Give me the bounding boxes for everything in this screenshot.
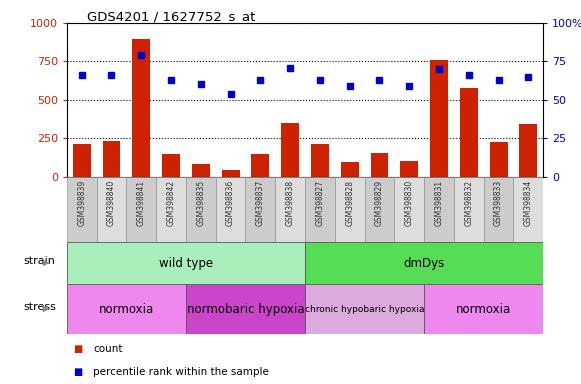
Text: GSM398827: GSM398827 [315,180,324,226]
Text: GDS4201 / 1627752_s_at: GDS4201 / 1627752_s_at [87,10,256,23]
Bar [340,162,358,177]
Bar [514,177,543,242]
Text: GSM398831: GSM398831 [435,180,443,226]
Bar [96,177,127,242]
Text: GSM398830: GSM398830 [405,180,414,226]
Text: dmDys: dmDys [404,257,444,270]
Text: ■: ■ [73,367,82,377]
Bar [67,242,305,284]
Text: wild type: wild type [159,257,213,270]
Bar [394,177,424,242]
Text: percentile rank within the sample: percentile rank within the sample [93,367,269,377]
Bar [424,177,454,242]
Bar [162,154,180,177]
Text: GSM398838: GSM398838 [286,180,295,226]
Bar [454,177,483,242]
Bar [245,177,275,242]
Bar [73,144,91,177]
Text: count: count [93,344,123,354]
Bar [400,161,418,177]
Bar [281,123,299,177]
Bar [305,284,424,334]
Bar [67,177,96,242]
Text: GSM398840: GSM398840 [107,180,116,226]
Bar [490,142,508,177]
Bar [127,177,156,242]
Bar [186,177,216,242]
Text: GSM398842: GSM398842 [167,180,175,226]
Text: normoxia: normoxia [99,303,154,316]
Bar [430,60,448,177]
Bar [252,154,270,177]
Text: stress: stress [23,301,56,312]
Text: normobaric hypoxia: normobaric hypoxia [187,303,304,316]
Text: ■: ■ [73,344,82,354]
Text: GSM398836: GSM398836 [226,180,235,226]
Bar [216,177,245,242]
Text: GSM398834: GSM398834 [524,180,533,226]
Bar [305,177,335,242]
Bar [275,177,305,242]
Text: chronic hypobaric hypoxia: chronic hypobaric hypoxia [305,305,424,314]
Text: GSM398832: GSM398832 [464,180,474,226]
Bar [156,177,186,242]
Bar [335,177,365,242]
Bar [365,177,394,242]
Text: GSM398828: GSM398828 [345,180,354,226]
Bar [132,39,150,177]
Bar [371,153,388,177]
Text: strain: strain [23,256,55,266]
Text: GSM398833: GSM398833 [494,180,503,226]
Text: GSM398829: GSM398829 [375,180,384,226]
Bar [102,141,120,177]
Bar [311,144,329,177]
Bar [305,242,543,284]
Bar [519,124,537,177]
Text: GSM398835: GSM398835 [196,180,205,226]
Bar [186,284,305,334]
Text: GSM398837: GSM398837 [256,180,265,226]
Bar [192,164,210,177]
Bar [460,88,478,177]
Text: normoxia: normoxia [456,303,511,316]
Bar [424,284,543,334]
Text: GSM398841: GSM398841 [137,180,146,226]
Bar [483,177,514,242]
Text: GSM398839: GSM398839 [77,180,86,226]
Bar [222,170,239,177]
Bar [67,284,186,334]
